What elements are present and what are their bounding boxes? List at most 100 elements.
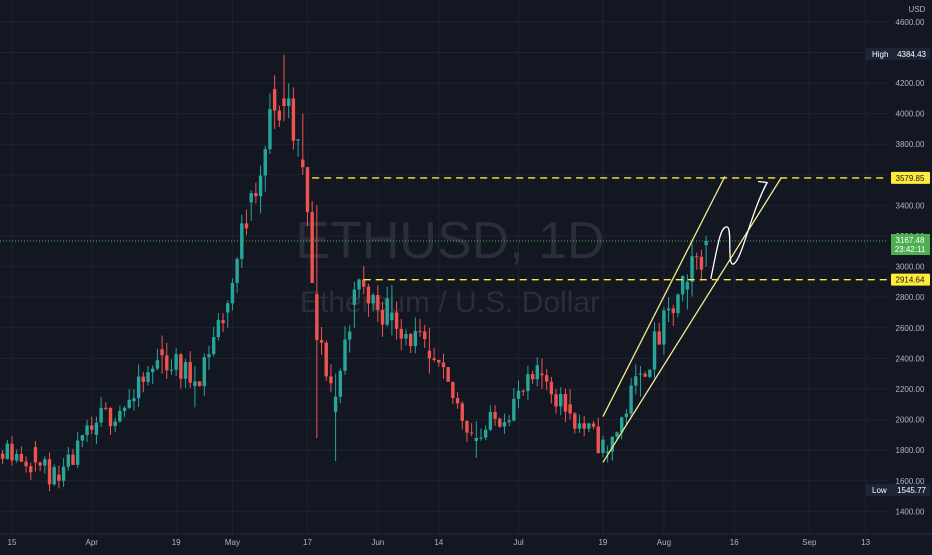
- candle-body: [460, 403, 464, 421]
- candle-body: [554, 394, 558, 407]
- price-tick-label: 3400.00: [896, 201, 925, 210]
- candle-body: [118, 410, 122, 422]
- candle-body: [610, 436, 615, 452]
- candle-body: [104, 407, 108, 409]
- channel-lower-line: [602, 177, 782, 463]
- candle-body: [376, 294, 380, 310]
- candle-body: [174, 354, 178, 370]
- candle-body: [521, 390, 525, 392]
- candle-body: [315, 294, 319, 341]
- candle-body: [479, 437, 483, 439]
- candle-body: [113, 421, 117, 427]
- candle-body: [352, 289, 357, 305]
- time-tick-label: Jul: [513, 538, 523, 547]
- candle-body: [183, 362, 188, 379]
- candle-body: [666, 308, 671, 311]
- horizontal-levels[interactable]: [0, 177, 888, 281]
- candle-body: [493, 412, 497, 419]
- candle-body: [80, 434, 85, 441]
- candle-body: [165, 355, 169, 371]
- candle-body: [587, 423, 591, 429]
- drawings[interactable]: [602, 176, 782, 463]
- candle-body: [136, 376, 141, 399]
- candle-body: [427, 350, 432, 359]
- candle-body: [432, 358, 436, 361]
- candle-body: [371, 294, 375, 304]
- currency-label: USD: [909, 5, 926, 14]
- candle-body: [380, 309, 385, 325]
- time-axis[interactable]: 15 Apr 19 May 17 Jun 14 Jul 19 Aug 16 Sep 13: [0, 533, 932, 547]
- time-tick-label: 16: [730, 538, 739, 547]
- candle-body: [362, 279, 366, 287]
- candle-body: [366, 286, 371, 304]
- candle-body: [127, 399, 131, 408]
- time-tick-label: 13: [861, 538, 870, 547]
- candle-body: [324, 342, 328, 377]
- candle-body: [132, 398, 136, 402]
- time-tick-label: May: [225, 538, 240, 547]
- candle-body: [244, 223, 249, 229]
- candle-body: [197, 381, 202, 387]
- candle-body: [685, 281, 690, 290]
- candle-body: [446, 367, 450, 382]
- candle-body: [122, 407, 127, 411]
- candle-body: [235, 258, 239, 283]
- time-tick-label: 19: [598, 538, 607, 547]
- candle-body: [441, 362, 446, 368]
- candle-body: [226, 303, 230, 313]
- candle-body: [57, 474, 61, 481]
- candle-body: [643, 373, 647, 377]
- last-price-tag: [891, 233, 930, 255]
- candle-body: [516, 390, 521, 399]
- candle-body: [662, 310, 666, 345]
- candle-body: [385, 298, 389, 325]
- high-tag-label: High: [872, 50, 888, 59]
- candles[interactable]: [0, 54, 708, 492]
- candle-body: [193, 381, 197, 386]
- channel-upper-line: [602, 176, 726, 417]
- candle-body: [282, 98, 286, 106]
- candle-body: [10, 443, 14, 461]
- candle-body: [399, 328, 403, 339]
- candle-body: [43, 459, 47, 466]
- candle-body: [268, 109, 272, 150]
- candle-body: [24, 461, 28, 467]
- candle-body: [19, 453, 24, 462]
- candle-body: [221, 320, 225, 324]
- candle-body: [418, 331, 422, 333]
- candle-body: [343, 339, 347, 371]
- price-tick-label: 2600.00: [896, 324, 925, 333]
- candle-body: [0, 453, 5, 459]
- candle-body: [141, 376, 146, 382]
- candle-body: [390, 312, 394, 321]
- candle-body: [601, 439, 605, 454]
- candle-body: [507, 420, 511, 423]
- candle-body: [94, 422, 99, 435]
- candle-body: [652, 331, 657, 370]
- candle-body: [151, 368, 155, 373]
- candle-body: [296, 139, 300, 141]
- candle-body: [75, 440, 80, 465]
- candle-body: [671, 308, 675, 313]
- candle-body: [408, 334, 413, 347]
- candle-body: [188, 362, 192, 383]
- candle-body: [347, 331, 352, 340]
- candle-body: [657, 331, 661, 345]
- candle-body: [211, 337, 216, 355]
- candle-body: [202, 357, 206, 387]
- candle-body: [469, 432, 474, 434]
- price-tick-label: 3000.00: [896, 263, 925, 272]
- candle-body: [530, 374, 535, 380]
- high-tag-box: [866, 48, 930, 60]
- low-tag-label: Low: [872, 486, 887, 495]
- candle-body: [240, 223, 244, 259]
- low-tag: Low 1545.77: [866, 484, 930, 496]
- time-tick-label: 19: [172, 538, 181, 547]
- last-price-countdown: 23:42:11: [895, 245, 926, 254]
- time-tick-label: 17: [303, 538, 312, 547]
- candle-body: [455, 397, 460, 404]
- level-price-tag-text: 2914.64: [896, 276, 925, 285]
